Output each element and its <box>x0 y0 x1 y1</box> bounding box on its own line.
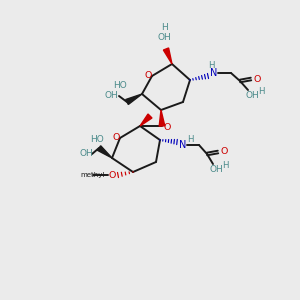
Text: N: N <box>210 68 218 78</box>
Text: HO: HO <box>90 134 104 143</box>
Text: methyl: methyl <box>81 172 105 178</box>
Text: O: O <box>253 74 261 83</box>
Text: HO: HO <box>113 82 127 91</box>
Text: H: H <box>208 61 214 70</box>
Text: OH: OH <box>79 149 93 158</box>
Text: H: H <box>187 134 193 143</box>
Text: H: H <box>258 86 264 95</box>
Text: N: N <box>179 140 187 150</box>
Polygon shape <box>126 94 142 104</box>
Text: OH: OH <box>104 92 118 100</box>
Text: O: O <box>108 170 116 179</box>
Polygon shape <box>97 146 112 158</box>
Text: OH: OH <box>245 91 259 100</box>
Text: O: O <box>220 148 228 157</box>
Polygon shape <box>159 110 165 126</box>
Text: OH: OH <box>157 32 171 41</box>
Text: H: H <box>160 23 167 32</box>
Text: O: O <box>144 70 152 80</box>
Text: O: O <box>112 133 120 142</box>
Polygon shape <box>140 114 152 126</box>
Text: O: O <box>163 122 171 131</box>
Text: H: H <box>222 161 228 170</box>
Text: OH: OH <box>209 166 223 175</box>
Polygon shape <box>164 48 172 64</box>
